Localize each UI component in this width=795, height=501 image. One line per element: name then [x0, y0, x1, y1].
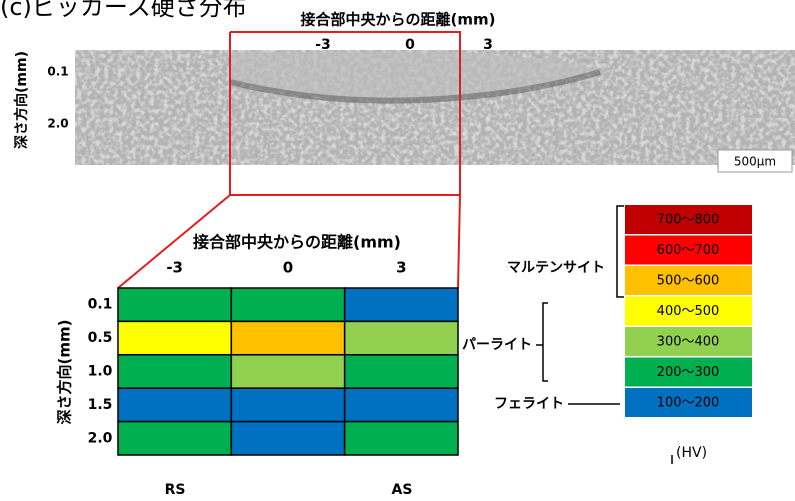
grid-y-title: 深さ方向(mm)	[56, 320, 74, 425]
side-label: AS	[392, 482, 413, 498]
column-label: -3	[166, 259, 183, 277]
cell	[345, 288, 458, 321]
cell	[345, 388, 458, 421]
row-label: 0.5	[88, 330, 113, 346]
cell	[118, 422, 231, 455]
micrograph-y-title: 深さ方向(mm)	[13, 51, 30, 149]
cell	[345, 355, 458, 388]
unit: (HV)	[676, 445, 707, 461]
cell	[231, 288, 344, 321]
scale-bar: 500μm	[734, 155, 776, 169]
legend-label: 400～500	[657, 304, 720, 319]
micrograph-x-title: 接合部中央からの距離(mm)	[301, 11, 496, 29]
micrograph-y-label: 2.0	[47, 117, 68, 131]
legend-label: 100～200	[657, 396, 720, 411]
micrograph: 500μm	[75, 50, 795, 172]
legend-label: 500～600	[657, 274, 720, 289]
group-label: フェライト	[494, 396, 564, 412]
cell	[231, 422, 344, 455]
legend-label: 700～800	[657, 213, 720, 228]
group-label: マルテンサイト	[507, 260, 605, 276]
grid: 0.1 0.5 1.0 1.5 2.0 -3 0 3	[88, 259, 458, 456]
cell	[118, 321, 231, 354]
cell	[231, 388, 344, 421]
cell	[345, 321, 458, 354]
row-label: 1.0	[88, 364, 113, 380]
figure: (c)ビッカース硬さ分布 500μm 接合部中央からの距離(mm) -3 0 3…	[0, 0, 795, 501]
legend-label: 600～700	[657, 243, 720, 258]
micrograph-x-label: 3	[483, 37, 493, 53]
column-label: 0	[283, 259, 293, 277]
cell	[118, 388, 231, 421]
legend-label: 200～300	[657, 365, 720, 380]
micrograph-x-label: -3	[315, 37, 331, 53]
row-label: 0.1	[88, 297, 113, 313]
column-label: 3	[396, 259, 406, 277]
cell	[231, 355, 344, 388]
row-label: 2.0	[88, 430, 113, 446]
page: (c)ビッカース硬さ分布 500μm 接合部中央からの距離(mm) -3 0 3…	[0, 0, 795, 501]
grid-x-title: 接合部中央からの距離(mm)	[193, 233, 401, 252]
cell	[231, 321, 344, 354]
micrograph-y-label: 0.1	[47, 65, 68, 79]
title: (c)ビッカース硬さ分布	[0, 0, 247, 21]
cell	[118, 288, 231, 321]
group-label: パーライト	[462, 337, 532, 353]
legend-label: 300～400	[657, 335, 720, 350]
legend: 700～800 600～700 500～600 400～500 300～400 200～3…	[625, 205, 752, 417]
cell	[118, 355, 231, 388]
micrograph-x-label: 0	[405, 37, 415, 53]
cell	[345, 422, 458, 455]
side-label: RS	[165, 482, 186, 498]
row-label: 1.5	[88, 397, 113, 413]
